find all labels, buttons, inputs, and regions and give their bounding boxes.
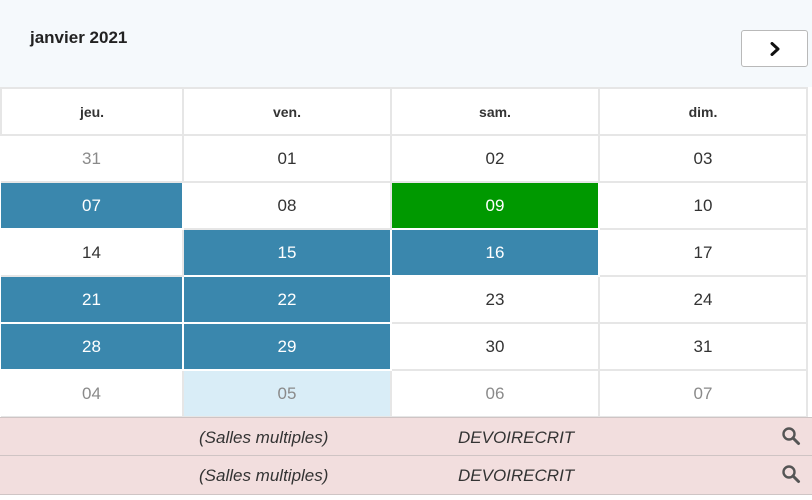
- event-row[interactable]: (Salles multiples) DEVOIRECRIT: [0, 417, 812, 456]
- calendar-day-cell[interactable]: 01: [182, 134, 392, 183]
- search-icon[interactable]: [781, 464, 801, 484]
- event-name: DEVOIRECRIT: [458, 466, 575, 485]
- calendar-day-cell[interactable]: 10: [598, 181, 808, 230]
- calendar-day-cell[interactable]: 31: [598, 322, 808, 371]
- calendar-day-cell[interactable]: 03: [598, 134, 808, 183]
- weekday-header-row: jeu. ven. sam. dim.: [0, 87, 808, 136]
- calendar-day-cell[interactable]: 29: [182, 322, 392, 371]
- calendar-week-row: 14 15 16 17: [1, 228, 808, 277]
- event-name: DEVOIRECRIT: [458, 428, 575, 447]
- event-list: (Salles multiples) DEVOIRECRIT (Salles m…: [0, 417, 812, 495]
- calendar-week-row: 28 29 30 31: [1, 322, 808, 371]
- calendar-day-cell[interactable]: 16: [390, 228, 600, 277]
- calendar-day-cell[interactable]: 07: [1, 181, 184, 230]
- month-title: janvier 2021: [30, 28, 128, 47]
- calendar-week-row: 21 22 23 24: [1, 275, 808, 324]
- calendar-header: janvier 2021: [0, 0, 812, 87]
- weekday-header: jeu.: [0, 87, 184, 136]
- calendar-day-cell[interactable]: 24: [598, 275, 808, 324]
- weekday-header: dim.: [598, 87, 808, 136]
- event-row[interactable]: (Salles multiples) DEVOIRECRIT: [0, 456, 812, 495]
- calendar-day-cell[interactable]: 21: [1, 275, 184, 324]
- event-room: (Salles multiples): [199, 428, 329, 447]
- calendar-grid: jeu. ven. sam. dim. 31 01 02 03 07 08 09 10 14 15…: [0, 87, 808, 418]
- calendar-day-cell[interactable]: 31: [1, 134, 184, 183]
- calendar-day-cell[interactable]: 17: [598, 228, 808, 277]
- calendar-day-cell[interactable]: 28: [1, 322, 184, 371]
- search-icon[interactable]: [781, 426, 801, 446]
- calendar-day-cell[interactable]: 06: [390, 369, 600, 418]
- event-room: (Salles multiples): [199, 466, 329, 485]
- calendar-week-row: 04 05 06 07: [1, 369, 808, 418]
- calendar-day-cell[interactable]: 30: [390, 322, 600, 371]
- calendar-week-row: 31 01 02 03: [1, 134, 808, 183]
- next-month-button[interactable]: [741, 30, 808, 67]
- calendar-day-cell[interactable]: 05: [182, 369, 392, 418]
- calendar-day-cell[interactable]: 07: [598, 369, 808, 418]
- weekday-header: ven.: [182, 87, 392, 136]
- calendar-day-cell[interactable]: 04: [1, 369, 184, 418]
- calendar-day-cell[interactable]: 15: [182, 228, 392, 277]
- chevron-right-icon: [770, 41, 779, 56]
- calendar-day-cell[interactable]: 08: [182, 181, 392, 230]
- calendar-day-cell[interactable]: 14: [1, 228, 184, 277]
- calendar-day-cell[interactable]: 22: [182, 275, 392, 324]
- calendar-day-cell[interactable]: 09: [390, 181, 600, 230]
- weekday-header: sam.: [390, 87, 600, 136]
- calendar-day-cell[interactable]: 02: [390, 134, 600, 183]
- calendar-day-cell[interactable]: 23: [390, 275, 600, 324]
- calendar-week-row: 07 08 09 10: [1, 181, 808, 230]
